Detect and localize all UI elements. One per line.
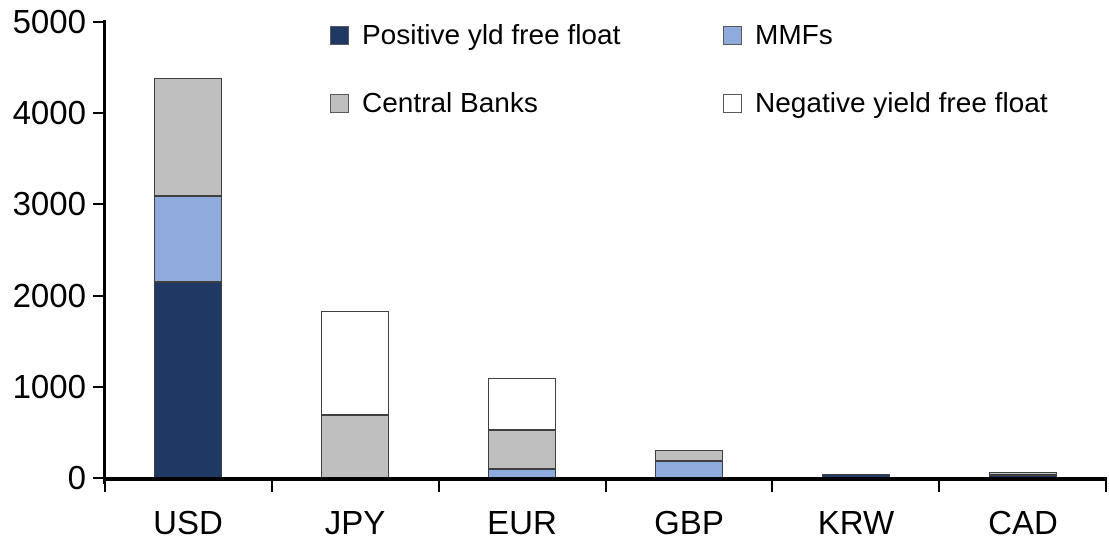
x-axis-tick bbox=[771, 479, 773, 492]
x-axis-tick bbox=[1105, 479, 1107, 492]
bar-segment-negative-yield-free-float bbox=[321, 311, 389, 415]
bar-segment-central-banks bbox=[989, 472, 1057, 475]
y-axis-tick-label: 5000 bbox=[12, 3, 86, 40]
legend-entry-negative-yield-free-float: Negative yield free float bbox=[723, 88, 1048, 118]
y-axis-tick-label: 1000 bbox=[12, 368, 86, 405]
x-axis-tick bbox=[605, 479, 607, 492]
legend-label: Positive yld free float bbox=[362, 19, 621, 50]
x-axis-category-label: KRW bbox=[817, 504, 895, 541]
x-axis-line bbox=[103, 477, 1107, 481]
bar-gbp bbox=[655, 450, 723, 478]
legend-swatch-icon bbox=[330, 93, 349, 113]
y-axis-tick bbox=[93, 386, 105, 388]
legend-entry-central-banks: Central Banks bbox=[330, 88, 538, 118]
y-axis-tick bbox=[93, 112, 105, 114]
legend-label: Central Banks bbox=[362, 87, 538, 118]
x-axis-category-label: JPY bbox=[324, 504, 386, 541]
bar-segment-positive-yld-free-float bbox=[154, 282, 222, 478]
bar-segment-negative-yield-free-float bbox=[488, 378, 556, 430]
y-axis-line bbox=[103, 20, 106, 484]
bar-segment-mmfs bbox=[655, 461, 723, 478]
legend-label: MMFs bbox=[755, 19, 833, 50]
bar-segment-central-banks bbox=[154, 78, 222, 196]
bar-eur bbox=[488, 378, 556, 478]
x-axis-tick bbox=[438, 479, 440, 492]
x-axis-tick bbox=[104, 479, 106, 492]
legend-swatch-icon bbox=[723, 93, 742, 113]
y-axis-tick bbox=[93, 203, 105, 205]
y-axis-tick-label: 2000 bbox=[12, 277, 86, 314]
legend-swatch-icon bbox=[723, 25, 742, 45]
bar-segment-central-banks bbox=[655, 450, 723, 461]
bar-segment-central-banks bbox=[488, 430, 556, 469]
y-axis-tick-label: 4000 bbox=[12, 94, 86, 131]
bar-jpy bbox=[321, 311, 389, 478]
y-axis-tick bbox=[93, 295, 105, 297]
legend-entry-positive-yld-free-float: Positive yld free float bbox=[330, 20, 620, 50]
y-axis-tick-label: 0 bbox=[67, 459, 86, 496]
y-axis-tick bbox=[93, 477, 105, 479]
x-axis-tick bbox=[938, 479, 940, 492]
legend-label: Negative yield free float bbox=[755, 87, 1048, 118]
x-axis-category-label: CAD bbox=[988, 504, 1058, 541]
x-axis-tick bbox=[271, 479, 273, 492]
x-axis-category-label: GBP bbox=[654, 504, 724, 541]
x-axis-category-label: USD bbox=[153, 504, 223, 541]
bar-usd bbox=[154, 78, 222, 478]
bar-segment-mmfs bbox=[154, 196, 222, 282]
legend-swatch-icon bbox=[330, 25, 349, 45]
chart-legend: Positive yld free float MMFs Central Banks… bbox=[0, 0, 1109, 140]
y-axis-tick-label: 3000 bbox=[12, 185, 86, 222]
bar-segment-central-banks bbox=[321, 415, 389, 478]
y-axis-tick bbox=[93, 21, 105, 23]
legend-entry-mmfs: MMFs bbox=[723, 20, 833, 50]
x-axis-category-label: EUR bbox=[487, 504, 557, 541]
